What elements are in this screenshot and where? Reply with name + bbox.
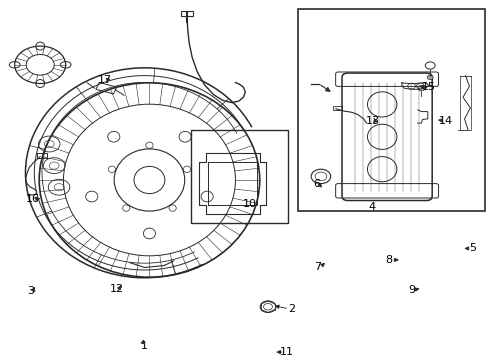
Text: 3: 3 — [27, 286, 34, 296]
Bar — [298, 9, 485, 211]
Text: 8: 8 — [385, 255, 392, 265]
Bar — [37, 153, 47, 158]
Bar — [181, 11, 193, 16]
Bar — [96, 82, 117, 94]
Text: 9: 9 — [408, 285, 415, 295]
Text: 17: 17 — [98, 75, 112, 85]
Text: 6: 6 — [314, 179, 320, 189]
Text: 11: 11 — [280, 347, 294, 357]
Text: 2: 2 — [288, 304, 295, 314]
Text: 12: 12 — [110, 284, 123, 294]
Text: 13: 13 — [366, 116, 379, 126]
Circle shape — [427, 75, 433, 80]
Text: 5: 5 — [469, 243, 476, 253]
Text: 15: 15 — [422, 82, 436, 92]
Text: 7: 7 — [314, 262, 321, 272]
Text: 4: 4 — [369, 202, 376, 212]
Text: 1: 1 — [141, 341, 148, 351]
Text: 10: 10 — [243, 199, 257, 210]
Text: 16: 16 — [26, 194, 40, 204]
Bar — [191, 130, 288, 223]
Text: 14: 14 — [439, 116, 453, 126]
Bar — [333, 106, 342, 110]
